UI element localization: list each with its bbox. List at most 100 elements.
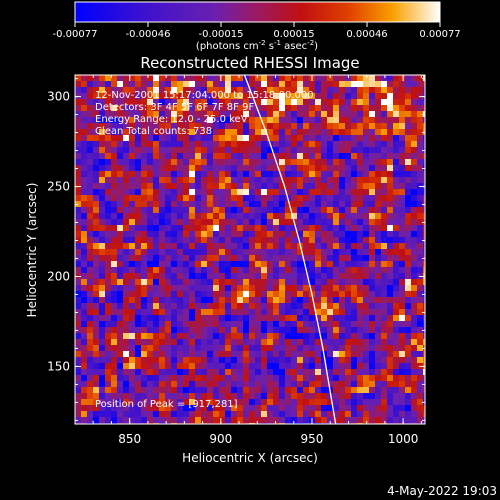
heatmap-cell [387, 195, 393, 201]
heatmap-cell [267, 291, 273, 297]
heatmap-cell [351, 393, 357, 399]
heatmap-cell [357, 201, 363, 207]
heatmap-cell [141, 369, 147, 375]
heatmap-cell [381, 381, 387, 387]
heatmap-cell [87, 327, 93, 333]
heatmap-cell [207, 417, 213, 423]
heatmap-cell [195, 321, 201, 327]
heatmap-cell [273, 219, 279, 225]
heatmap-cell [327, 213, 333, 219]
heatmap-cell [243, 87, 249, 93]
heatmap-cell [357, 387, 363, 393]
heatmap-cell [255, 81, 261, 87]
heatmap-cell [147, 249, 153, 255]
heatmap-cell [363, 321, 369, 327]
heatmap-cell [213, 255, 219, 261]
heatmap-cell [279, 387, 285, 393]
heatmap-cell [105, 261, 111, 267]
heatmap-cell [123, 399, 129, 405]
x-tick-label: 900 [209, 432, 232, 446]
heatmap-cell [159, 255, 165, 261]
heatmap-cell [135, 261, 141, 267]
heatmap-cell [405, 195, 411, 201]
heatmap-cell [123, 231, 129, 237]
heatmap-cell [333, 315, 339, 321]
heatmap-cell [357, 237, 363, 243]
heatmap-cell [231, 225, 237, 231]
heatmap-cell [327, 219, 333, 225]
heatmap-cell [381, 75, 387, 81]
heatmap-cell [99, 357, 105, 363]
heatmap-cell [399, 387, 405, 393]
heatmap-cell [153, 393, 159, 399]
heatmap-cell [393, 105, 399, 111]
heatmap-cell [201, 189, 207, 195]
heatmap-cell [297, 189, 303, 195]
heatmap-cell [423, 147, 425, 153]
heatmap-cell [387, 273, 393, 279]
heatmap-cell [177, 87, 183, 93]
heatmap-cell [303, 261, 309, 267]
heatmap-cell [123, 291, 129, 297]
heatmap-cell [249, 291, 255, 297]
heatmap-cell [135, 207, 141, 213]
heatmap-cell [249, 189, 255, 195]
heatmap-cell [411, 147, 417, 153]
heatmap-cell [81, 267, 87, 273]
heatmap-cell [297, 177, 303, 183]
heatmap-cell [153, 363, 159, 369]
heatmap-cell [123, 183, 129, 189]
heatmap-cell [297, 75, 303, 81]
heatmap-cell [291, 105, 297, 111]
heatmap-cell [141, 207, 147, 213]
heatmap-cell [411, 231, 417, 237]
heatmap-cell [381, 111, 387, 117]
heatmap-cell [363, 123, 369, 129]
heatmap-cell [243, 237, 249, 243]
heatmap-cell [411, 201, 417, 207]
heatmap-cell [195, 123, 201, 129]
heatmap-cell [141, 279, 147, 285]
heatmap-cell [375, 237, 381, 243]
heatmap-cell [369, 153, 375, 159]
heatmap-cell [171, 177, 177, 183]
heatmap-cell [219, 201, 225, 207]
heatmap-cell [171, 291, 177, 297]
heatmap-cell [111, 231, 117, 237]
heatmap-cell [81, 99, 87, 105]
heatmap-cell [261, 105, 267, 111]
heatmap-cell [141, 243, 147, 249]
heatmap-cell [375, 231, 381, 237]
heatmap-cell [285, 105, 291, 111]
heatmap-cell [159, 93, 165, 99]
heatmap-cell [237, 141, 243, 147]
heatmap-cell [171, 153, 177, 159]
heatmap-cell [279, 327, 285, 333]
heatmap-cell [309, 183, 315, 189]
heatmap-cell [321, 315, 327, 321]
heatmap-cell [117, 87, 123, 93]
heatmap-cell [75, 105, 81, 111]
heatmap-cell [213, 351, 219, 357]
heatmap-cell [93, 249, 99, 255]
heatmap-cell [327, 333, 333, 339]
heatmap-cell [219, 219, 225, 225]
heatmap-cell [81, 195, 87, 201]
heatmap-cell [387, 183, 393, 189]
heatmap-cell [237, 249, 243, 255]
heatmap-cell [153, 81, 159, 87]
heatmap-cell [351, 165, 357, 171]
heatmap-cell [195, 147, 201, 153]
heatmap-cell [423, 351, 425, 357]
heatmap-cell [237, 75, 243, 81]
heatmap-cell [363, 333, 369, 339]
heatmap-cell [423, 333, 425, 339]
heatmap-cell [135, 369, 141, 375]
heatmap-cell [363, 99, 369, 105]
heatmap-cell [321, 225, 327, 231]
heatmap-cell [303, 285, 309, 291]
heatmap-cell [423, 129, 425, 135]
heatmap-cell [111, 315, 117, 321]
heatmap-cell [351, 117, 357, 123]
annotation-peak: Position of Peak = [917,281] [95, 399, 238, 410]
